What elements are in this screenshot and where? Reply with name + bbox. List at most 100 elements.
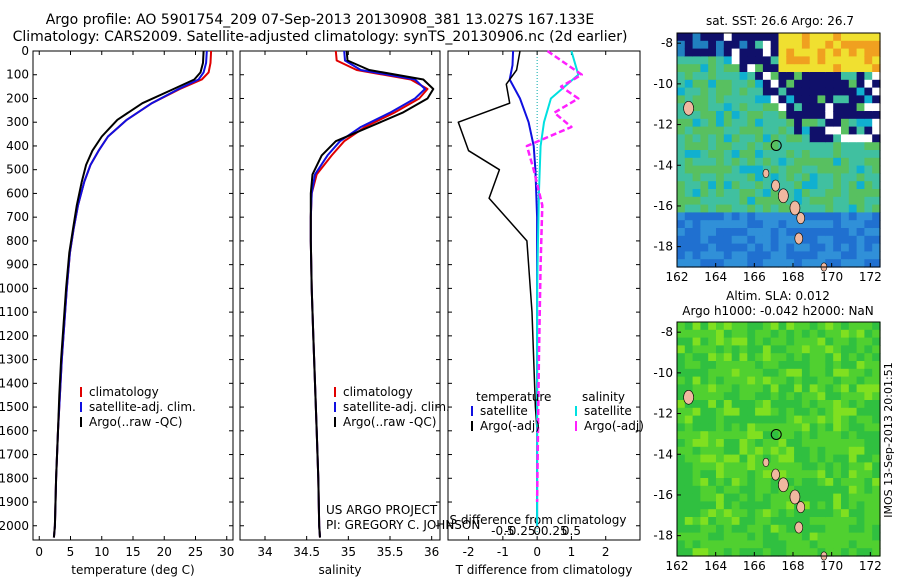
heatmap-cell — [794, 103, 803, 112]
heatmap-cell — [747, 134, 756, 143]
map-frame-2 — [676, 321, 881, 557]
heatmap-cell — [708, 407, 717, 417]
heatmap-cell — [739, 33, 748, 42]
heatmap-cell — [716, 407, 725, 417]
heatmap-cell — [731, 48, 741, 57]
heatmap-cell — [739, 157, 748, 167]
project-annotation: PI: GREGORY C. JOHNSON — [326, 518, 480, 532]
heatmap-cell — [848, 532, 858, 541]
heatmap-cell — [708, 376, 717, 385]
heatmap-cell — [833, 532, 842, 541]
heatmap-cell — [794, 87, 803, 96]
heatmap-cell — [801, 157, 811, 167]
heatmap-cell — [747, 56, 756, 65]
heatmap-cell — [841, 493, 850, 502]
heatmap-cell — [723, 173, 733, 182]
heatmap-cell — [801, 173, 811, 182]
heatmap-cell — [755, 400, 764, 409]
heatmap-cell — [700, 72, 709, 81]
heatmap-cell — [825, 368, 834, 378]
heatmap-cell — [856, 259, 865, 268]
ytick-label: 100 — [6, 68, 29, 82]
heatmap-cell — [778, 361, 787, 370]
heatmap-cell — [692, 446, 701, 456]
heatmap-cell — [677, 157, 686, 167]
heatmap-cell — [817, 361, 826, 370]
heatmap-cell — [755, 431, 764, 440]
heatmap-cell — [684, 431, 694, 440]
heatmap-cell — [731, 142, 741, 151]
heatmap-cell — [755, 79, 764, 89]
heatmap-cell — [786, 95, 795, 104]
heatmap-cell — [708, 509, 717, 518]
heatmap-cell — [716, 462, 725, 471]
heatmap-cell — [731, 524, 741, 534]
heatmap-cell — [747, 118, 756, 128]
heatmap-cell — [825, 48, 834, 57]
heatmap-cell — [864, 501, 873, 510]
heatmap-cell — [692, 189, 701, 198]
heatmap-cell — [786, 220, 795, 229]
heatmap-cell — [739, 322, 748, 331]
heatmap-cell — [817, 329, 826, 339]
heatmap-cell — [833, 446, 842, 456]
heatmap-cell — [684, 72, 694, 81]
heatmap-cell — [794, 322, 803, 331]
heatmap-cell — [692, 407, 701, 417]
heatmap-cell — [872, 79, 881, 89]
heatmap-cell — [786, 368, 795, 378]
heatmap-cell — [700, 376, 709, 385]
heatmap-cell — [856, 212, 865, 221]
heatmap-cell — [700, 173, 709, 182]
heatmap-cell — [817, 235, 826, 245]
heatmap-cell — [841, 189, 850, 198]
heatmap-cell — [864, 64, 873, 73]
heatmap-cell — [723, 485, 733, 495]
heatmap-cell — [723, 165, 733, 174]
heatmap-cell — [716, 439, 725, 448]
heatmap-cell — [716, 431, 725, 440]
panel-frame-1 — [32, 50, 234, 541]
heatmap-cell — [716, 220, 725, 229]
heatmap-cell — [809, 111, 819, 120]
heatmap-cell — [708, 431, 717, 440]
heatmap-cell — [833, 196, 842, 206]
heatmap-cell — [801, 189, 811, 198]
heatmap-cell — [801, 470, 811, 479]
heatmap-cell — [692, 64, 701, 73]
heatmap-cell — [872, 485, 881, 495]
heatmap-cell — [731, 454, 741, 463]
heatmap-cell — [848, 33, 858, 42]
heatmap-cell — [770, 95, 780, 104]
heatmap-cell — [833, 501, 842, 510]
heatmap-cell — [692, 126, 701, 135]
heatmap-cell — [692, 173, 701, 182]
heatmap-cell — [708, 439, 717, 448]
heatmap-cell — [723, 150, 733, 159]
heatmap-cell — [747, 415, 756, 424]
heatmap-cell — [755, 126, 764, 135]
map-heatmap-2 — [677, 322, 881, 557]
heatmap-cell — [708, 95, 717, 104]
heatmap-cell — [692, 478, 701, 487]
heatmap-cell — [794, 150, 803, 159]
heatmap-cell — [739, 165, 748, 174]
heatmap-cell — [755, 446, 764, 456]
heatmap-cell — [684, 548, 694, 557]
heatmap-cell — [872, 415, 881, 424]
heatmap-cell — [692, 423, 701, 432]
heatmap-cell — [770, 361, 780, 370]
heatmap-cell — [856, 439, 865, 448]
heatmap-cell — [747, 361, 756, 370]
heatmap-cell — [708, 517, 717, 526]
heatmap-cell — [762, 181, 772, 190]
heatmap-cell — [825, 548, 834, 557]
heatmap-cell — [762, 322, 772, 331]
heatmap-cell — [762, 204, 772, 213]
heatmap-cell — [755, 517, 764, 526]
heatmap-cell — [700, 150, 709, 159]
heatmap-cell — [700, 540, 709, 549]
heatmap-cell — [739, 470, 748, 479]
heatmap-cell — [677, 87, 686, 96]
heatmap-cell — [762, 478, 772, 487]
